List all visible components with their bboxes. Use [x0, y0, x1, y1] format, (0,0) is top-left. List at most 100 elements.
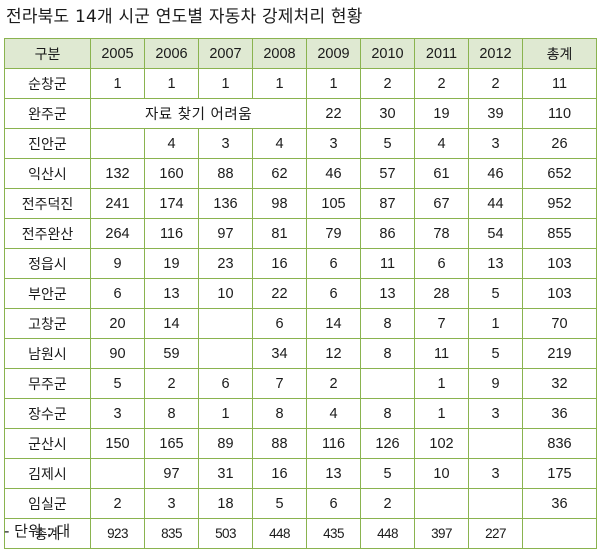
table-cell: 126	[360, 428, 415, 459]
table-cell: 6	[90, 278, 145, 309]
table-cell: 241	[90, 188, 145, 219]
column-header: 2005	[90, 38, 145, 69]
table-cell: 46	[306, 158, 361, 189]
table-row: 임실군 2 3 18 5 6 2 36	[4, 488, 597, 519]
table-cell: 1	[414, 398, 469, 429]
table-row: 장수군 3 8 1 8 4 8 1 3 36	[4, 398, 597, 429]
table-cell: 8	[144, 398, 199, 429]
table-cell: 86	[360, 218, 415, 249]
table-cell: 23	[198, 248, 253, 279]
table-row: 정읍시 9 19 23 16 6 11 6 13 103	[4, 248, 597, 279]
table-cell: 103	[522, 248, 597, 279]
table-cell: 1	[90, 68, 145, 99]
table-cell: 19	[414, 98, 469, 129]
table-cell: 952	[522, 188, 597, 219]
table-cell: 6	[252, 308, 307, 339]
table-cell: 11	[414, 338, 469, 369]
table-cell: 98	[252, 188, 307, 219]
table-cell: 174	[144, 188, 199, 219]
table-cell: 7	[252, 368, 307, 399]
table-cell: 1	[252, 68, 307, 99]
table-cell: 448	[252, 518, 307, 549]
table-cell: 4	[252, 128, 307, 159]
table-cell	[360, 368, 415, 399]
table-row: 전주덕진 241 174 136 98 105 87 67 44 952	[4, 188, 597, 219]
table-cell: 54	[468, 218, 523, 249]
table-cell: 3	[90, 398, 145, 429]
table-cell: 5	[468, 338, 523, 369]
table-cell: 3	[198, 128, 253, 159]
table-row: 남원시 90 59 34 12 8 11 5 219	[4, 338, 597, 369]
table-cell: 116	[306, 428, 361, 459]
table-cell: 227	[468, 518, 523, 549]
column-header: 2010	[360, 38, 415, 69]
table-cell: 78	[414, 218, 469, 249]
table-cell: 26	[522, 128, 597, 159]
table-cell: 6	[306, 248, 361, 279]
column-header: 2007	[198, 38, 253, 69]
table-cell: 4	[414, 128, 469, 159]
table-cell: 855	[522, 218, 597, 249]
table-cell: 2	[360, 68, 415, 99]
table-cell: 10	[414, 458, 469, 489]
row-label: 총계	[4, 518, 91, 549]
table-cell: 836	[522, 428, 597, 459]
table-cell: 10	[198, 278, 253, 309]
table-cell: 8	[360, 338, 415, 369]
table-cell: 6	[414, 248, 469, 279]
header-row: 구분 2005 2006 2007 2008 2009 2010 2011 20…	[4, 38, 597, 69]
table-cell: 11	[522, 68, 597, 99]
row-label: 부안군	[4, 278, 91, 309]
table-cell: 57	[360, 158, 415, 189]
table-cell: 8	[252, 398, 307, 429]
table-cell	[468, 428, 523, 459]
table-cell: 22	[252, 278, 307, 309]
table-cell	[468, 488, 523, 519]
row-label: 진안군	[4, 128, 91, 159]
table-cell: 4	[306, 398, 361, 429]
table-cell: 88	[198, 158, 253, 189]
table-cell: 835	[144, 518, 199, 549]
row-label: 남원시	[4, 338, 91, 369]
table-row: 부안군 6 13 10 22 6 13 28 5 103	[4, 278, 597, 309]
table-cell: 1	[144, 68, 199, 99]
table-row: 김제시 97 31 16 13 5 10 3 175	[4, 458, 597, 489]
table-cell: 4	[144, 128, 199, 159]
table-cell: 9	[90, 248, 145, 279]
table-cell: 79	[306, 218, 361, 249]
table-cell: 102	[414, 428, 469, 459]
table-cell: 67	[414, 188, 469, 219]
row-label: 전주덕진	[4, 188, 91, 219]
table-cell: 28	[414, 278, 469, 309]
table-cell: 5	[468, 278, 523, 309]
table-cell: 8	[360, 398, 415, 429]
table-cell	[414, 488, 469, 519]
table-cell: 13	[360, 278, 415, 309]
table-cell: 1	[198, 398, 253, 429]
table-row: 진안군 4 3 4 3 5 4 3 26	[4, 128, 597, 159]
table-cell: 44	[468, 188, 523, 219]
column-header: 2009	[306, 38, 361, 69]
merged-note-cell: 자료 찾기 어려움	[90, 98, 307, 129]
column-header: 2012	[468, 38, 523, 69]
table-cell: 8	[360, 308, 415, 339]
table-cell: 9	[468, 368, 523, 399]
table-cell: 36	[522, 398, 597, 429]
table-cell: 116	[144, 218, 199, 249]
table-cell: 12	[306, 338, 361, 369]
table-cell: 448	[360, 518, 415, 549]
table-title: 전라북도 14개 시군 연도별 자동차 강제처리 현황	[6, 7, 363, 27]
table-cell: 7	[414, 308, 469, 339]
table-cell: 46	[468, 158, 523, 189]
table-cell: 652	[522, 158, 597, 189]
table-cell: 22	[306, 98, 361, 129]
table-cell: 5	[360, 128, 415, 159]
table-cell: 2	[414, 68, 469, 99]
table-cell: 16	[252, 458, 307, 489]
table-cell: 59	[144, 338, 199, 369]
table-cell: 105	[306, 188, 361, 219]
table-cell: 3	[468, 398, 523, 429]
table-cell	[198, 308, 253, 339]
table-row: 무주군 5 2 6 7 2 1 9 32	[4, 368, 597, 399]
table-cell: 14	[144, 308, 199, 339]
